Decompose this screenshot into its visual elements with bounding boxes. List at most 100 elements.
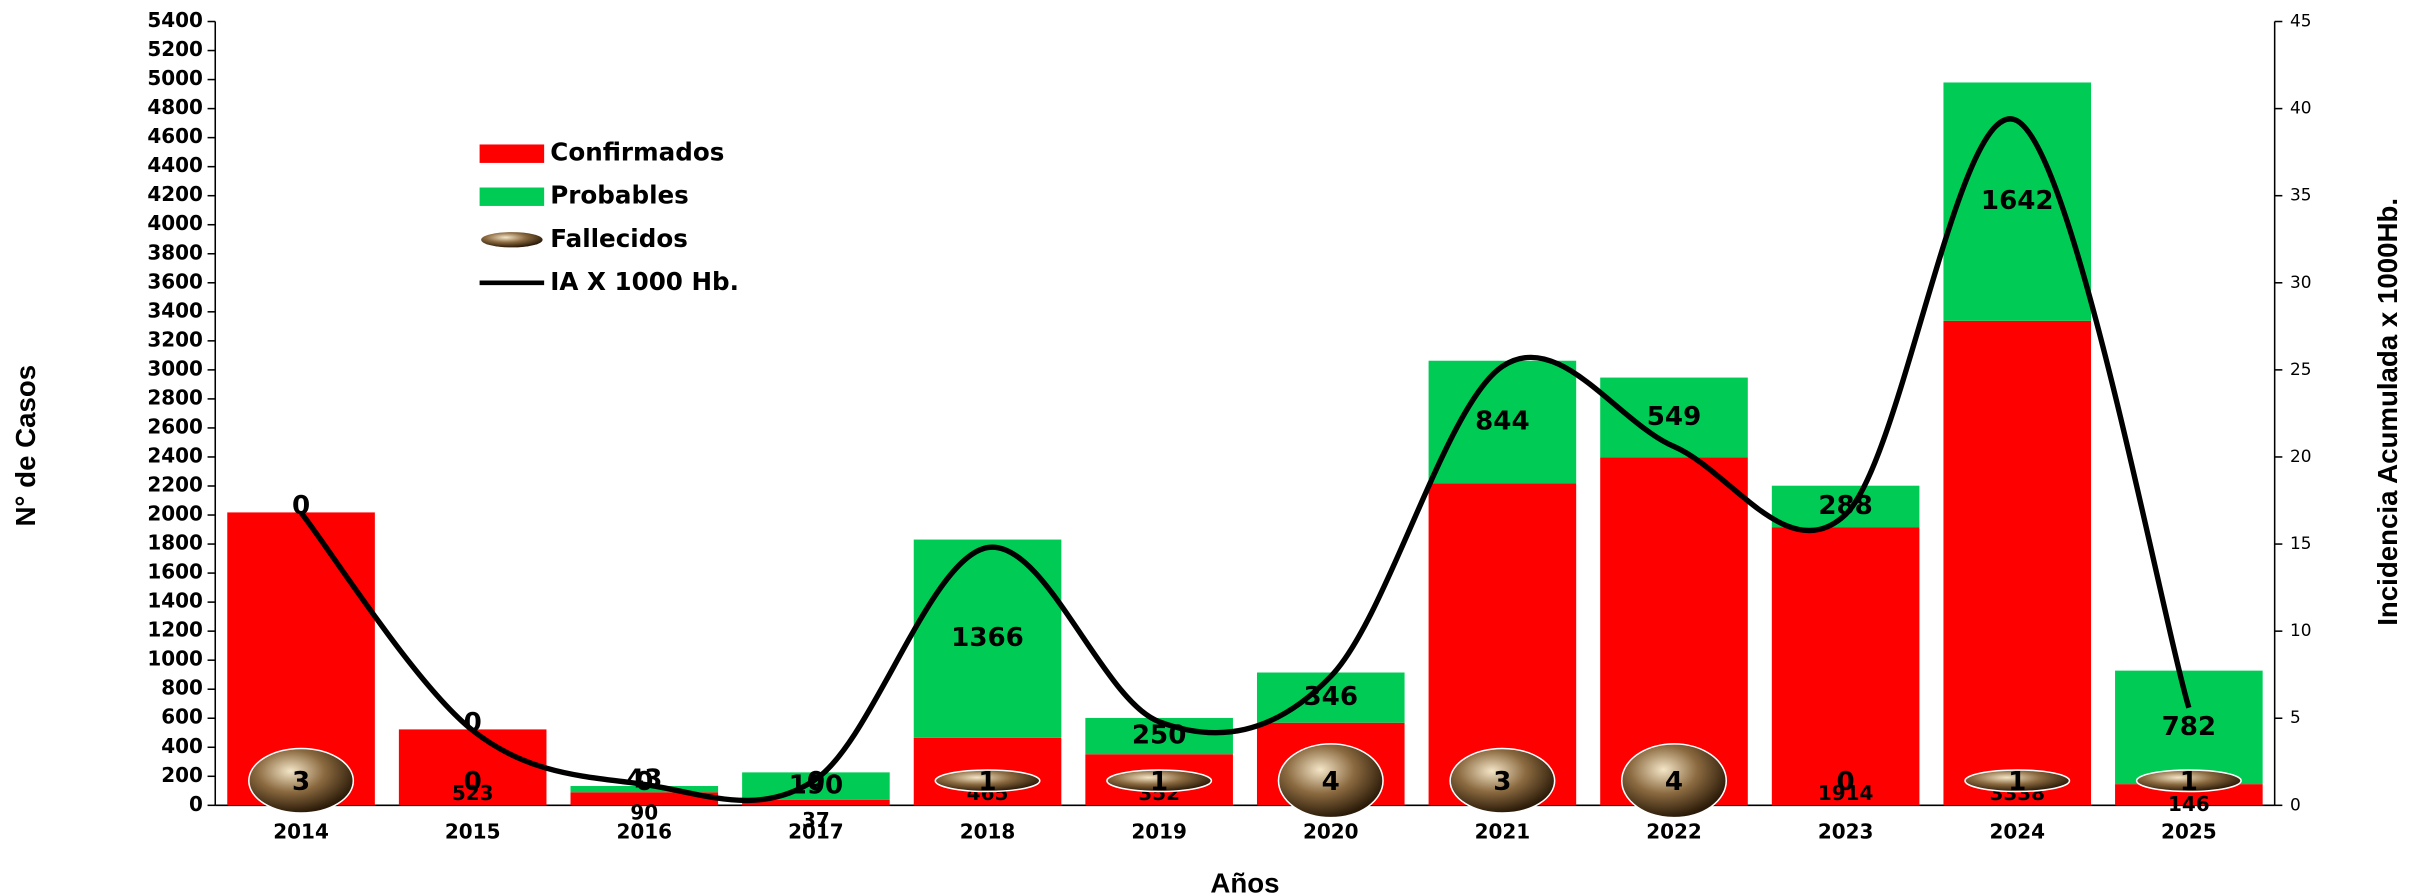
label-probables: 1642 — [1981, 186, 2054, 216]
legend-swatch — [479, 187, 545, 206]
x-tick-label: 2023 — [1818, 819, 1874, 843]
y-tick-label: 4800 — [147, 95, 203, 119]
death-bubble — [2135, 769, 2242, 793]
bar-confirmados — [570, 792, 719, 806]
y-tick-label: 4600 — [147, 124, 203, 148]
y-tick-label: 5000 — [147, 66, 203, 90]
y2-tick-label: 0 — [2290, 794, 2301, 814]
y2-tick-label: 15 — [2290, 533, 2311, 553]
y2-tick-label: 5 — [2290, 707, 2301, 727]
label-confirmados: 1914 — [1818, 781, 1874, 805]
label-probables: 346 — [1304, 682, 1359, 712]
x-tick-label: 2016 — [617, 819, 673, 843]
label-fallecidos: 1 — [2180, 767, 2198, 797]
y2-tick-label: 25 — [2290, 359, 2311, 379]
label-probables: 549 — [1647, 402, 1702, 432]
legend-label: Probables — [550, 181, 689, 210]
y-tick-label: 600 — [161, 705, 203, 729]
y2-tick-label: 20 — [2290, 446, 2311, 466]
bar-confirmados — [398, 729, 547, 806]
label-fallecidos: 1 — [2008, 767, 2026, 797]
y-tick-label: 0 — [189, 792, 203, 816]
legend-swatch — [481, 232, 543, 248]
y-axis-title: N° de Casos — [10, 365, 41, 527]
x-tick-label: 2017 — [788, 819, 844, 843]
bar-probables — [1428, 360, 1577, 484]
x-tick-label: 2025 — [2161, 819, 2217, 843]
y-tick-label: 2200 — [147, 472, 203, 496]
y2-tick-label: 45 — [2290, 11, 2311, 31]
bar-probables — [2115, 670, 2263, 785]
legend-label: Confirmados — [550, 138, 724, 167]
y-tick-label: 800 — [161, 676, 203, 700]
y-tick-label: 3200 — [147, 327, 203, 351]
label-fallecidos: 1 — [1150, 767, 1168, 797]
label-fallecidos: 3 — [292, 767, 310, 797]
y2-tick-label: 40 — [2290, 98, 2311, 118]
y-tick-label: 1800 — [147, 531, 203, 555]
label-probables: 844 — [1475, 406, 1530, 436]
label-fallecidos: 1 — [978, 767, 996, 797]
y-tick-label: 2600 — [147, 414, 203, 438]
death-bubble — [934, 769, 1041, 793]
y2-tick-label: 10 — [2290, 620, 2311, 640]
legend-label: IA X 1000 Hb. — [550, 267, 739, 296]
y-tick-label: 5400 — [147, 8, 203, 32]
x-tick-label: 2018 — [960, 819, 1016, 843]
label-confirmados: 523 — [452, 781, 494, 805]
label-fallecidos: 0 — [1837, 767, 1855, 797]
y2-tick-label: 30 — [2290, 272, 2311, 292]
x-tick-label: 2021 — [1475, 819, 1531, 843]
x-tick-label: 2014 — [273, 819, 329, 843]
death-bubble — [248, 747, 355, 814]
ia-line — [298, 116, 2192, 804]
label-confirmados: 90 — [630, 800, 658, 824]
bar-confirmados — [2115, 784, 2263, 806]
x-tick-label: 2019 — [1131, 819, 1187, 843]
y-tick-label: 2000 — [147, 502, 203, 526]
y-tick-label: 3600 — [147, 269, 203, 293]
y2-tick-label: 35 — [2290, 185, 2311, 205]
label-fallecidos: 4 — [1665, 767, 1683, 797]
bar-confirmados — [1771, 527, 1920, 806]
death-bubble — [1620, 743, 1728, 819]
y-tick-label: 200 — [161, 763, 203, 787]
bar-confirmados — [742, 799, 890, 806]
y-tick-label: 2400 — [147, 443, 203, 467]
y-tick-label: 3000 — [147, 356, 203, 380]
y2-axis-title: Incidencia Acumulada x 1000Hb. — [2372, 198, 2403, 626]
y-tick-label: 1000 — [147, 647, 203, 671]
x-axis-title: Años — [1210, 868, 1279, 896]
death-bubble — [1106, 769, 1213, 793]
y-tick-label: 5200 — [147, 37, 203, 61]
label-probables: 0 — [292, 491, 310, 521]
death-bubble — [1449, 747, 1556, 814]
bar-probables — [1771, 485, 1920, 528]
x-tick-label: 2022 — [1646, 819, 1702, 843]
x-tick-label: 2024 — [1989, 819, 2045, 843]
legend-label: Fallecidos — [550, 224, 688, 253]
y-tick-label: 2800 — [147, 385, 203, 409]
bar-probables — [570, 786, 719, 793]
bar-confirmados — [1943, 320, 2092, 806]
label-probables: 1366 — [951, 623, 1024, 653]
y-tick-label: 4000 — [147, 211, 203, 235]
label-probables: 782 — [2162, 712, 2217, 742]
label-fallecidos: 3 — [1493, 767, 1511, 797]
label-probables: 0 — [464, 708, 482, 738]
label-probables: 43 — [626, 764, 662, 794]
label-confirmados: 37 — [802, 808, 830, 832]
label-fallecidos: 4 — [1322, 767, 1340, 797]
label-confirmados: 146 — [2168, 792, 2210, 816]
y-tick-label: 1400 — [147, 589, 203, 613]
death-bubble — [1277, 743, 1384, 819]
y-tick-label: 3400 — [147, 298, 203, 322]
y-tick-label: 400 — [161, 734, 203, 758]
y-tick-label: 4200 — [147, 182, 203, 206]
y-tick-label: 3800 — [147, 240, 203, 264]
y-tick-label: 1200 — [147, 618, 203, 642]
legend-swatch — [479, 144, 545, 163]
y-tick-label: 4400 — [147, 153, 203, 177]
